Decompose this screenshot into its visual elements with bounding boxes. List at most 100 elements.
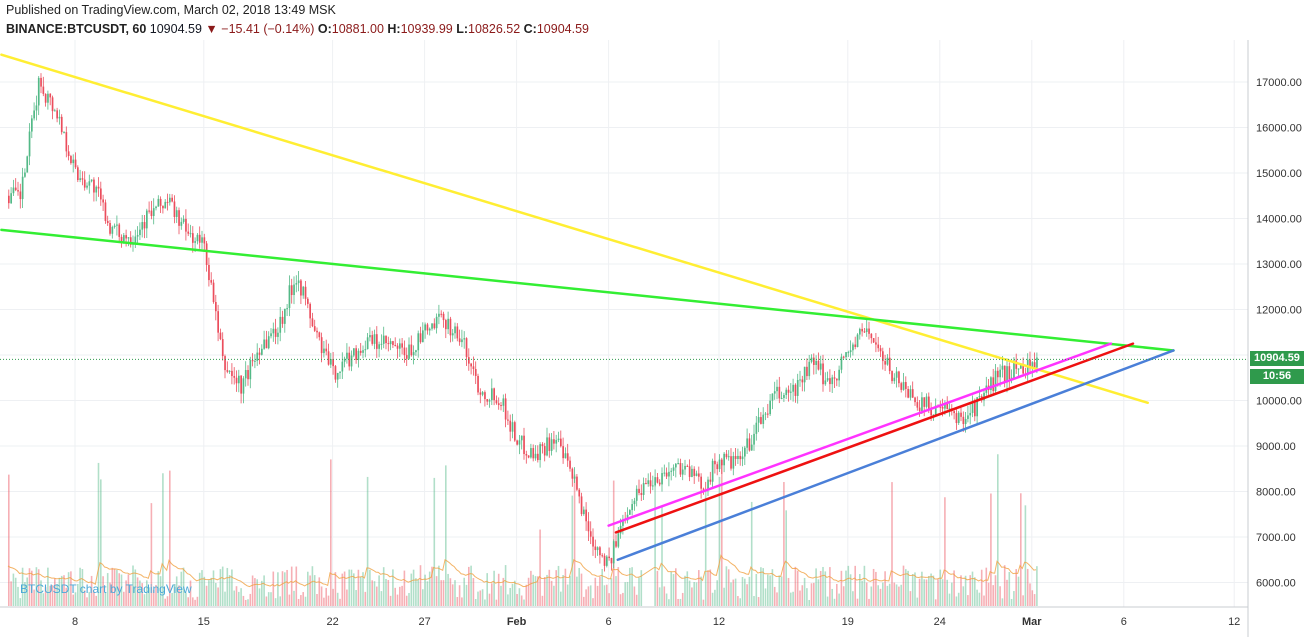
symbol-label[interactable]: BINANCE:BTCUSDT, 60 bbox=[6, 22, 147, 36]
candle-body bbox=[63, 132, 65, 134]
volume-bar bbox=[247, 599, 249, 606]
candle-body bbox=[928, 396, 930, 410]
candle-body bbox=[424, 324, 426, 331]
volume-bar bbox=[371, 580, 373, 606]
candle-body bbox=[495, 400, 498, 404]
candle-body bbox=[514, 422, 516, 441]
volume-bar bbox=[537, 576, 539, 606]
candle-body bbox=[491, 388, 493, 401]
volume-bar bbox=[495, 599, 498, 606]
candle-body bbox=[267, 336, 270, 349]
candle-body bbox=[748, 438, 751, 451]
volume-bar bbox=[129, 585, 132, 606]
candle-body bbox=[679, 463, 682, 475]
candle-body bbox=[504, 398, 507, 420]
candle-body bbox=[585, 509, 587, 522]
volume-bar bbox=[661, 506, 663, 606]
candle-body bbox=[557, 438, 560, 441]
candle-body bbox=[1003, 365, 1006, 383]
volume-bar bbox=[37, 569, 40, 606]
candle-body bbox=[40, 77, 42, 87]
volume-bar bbox=[776, 592, 778, 606]
volume-bar bbox=[215, 582, 217, 606]
candle-body bbox=[1006, 366, 1008, 383]
candle-body bbox=[70, 156, 72, 164]
candle-body bbox=[136, 235, 139, 237]
volume-bar bbox=[898, 586, 900, 606]
volume-bar bbox=[964, 575, 967, 606]
watermark[interactable]: BTCUSDT chart by TradingView bbox=[20, 582, 192, 596]
volume-bar bbox=[633, 586, 636, 606]
volume-bar bbox=[847, 565, 850, 606]
volume-bar bbox=[293, 590, 295, 606]
candle-body bbox=[162, 205, 164, 209]
volume-bar bbox=[323, 597, 325, 606]
volume-bar bbox=[242, 595, 245, 606]
candle-body bbox=[511, 422, 514, 432]
volume-bar bbox=[1026, 568, 1029, 606]
volume-bar bbox=[500, 585, 502, 606]
volume-bar bbox=[578, 567, 580, 606]
candle-body bbox=[318, 332, 321, 338]
candle-body bbox=[638, 488, 640, 494]
candle-body bbox=[288, 285, 291, 309]
volume-bar bbox=[17, 586, 19, 606]
volume-bar bbox=[302, 592, 304, 606]
candle-body bbox=[497, 403, 500, 406]
candle-body bbox=[90, 179, 93, 182]
volume-bar bbox=[449, 578, 452, 606]
candle-body bbox=[148, 210, 150, 212]
volume-bar bbox=[470, 565, 472, 606]
candle-body bbox=[281, 316, 284, 324]
volume-bar bbox=[748, 576, 751, 606]
candle-body bbox=[553, 439, 555, 444]
volume-bar bbox=[925, 579, 928, 606]
volume-bar bbox=[189, 580, 192, 606]
volume-bar bbox=[118, 573, 120, 606]
volume-bar bbox=[251, 575, 254, 606]
candle-body bbox=[254, 360, 256, 362]
volume-bar bbox=[836, 583, 838, 606]
candle-body bbox=[385, 335, 387, 344]
candle-body bbox=[120, 236, 123, 242]
volume-bar bbox=[744, 578, 746, 606]
candle-body bbox=[1013, 360, 1015, 378]
candle-body bbox=[665, 472, 668, 477]
volume-bar bbox=[888, 583, 891, 606]
candle-body bbox=[967, 415, 969, 419]
volume-bar bbox=[162, 473, 164, 606]
volume-bar bbox=[146, 580, 148, 606]
candle-body bbox=[451, 333, 454, 336]
price-chart[interactable]: 6000.007000.008000.009000.0010000.001100… bbox=[0, 40, 1312, 637]
candle-body bbox=[895, 371, 898, 378]
volume-bar bbox=[224, 591, 226, 606]
candle-body bbox=[270, 333, 272, 337]
volume-bar bbox=[274, 598, 277, 606]
candle-body bbox=[806, 366, 808, 377]
volume-bar bbox=[1033, 594, 1036, 606]
volume-bar bbox=[944, 497, 946, 606]
volume-bar bbox=[373, 581, 376, 606]
volume-bar bbox=[723, 587, 725, 606]
volume-bar bbox=[734, 578, 737, 606]
volume-bar bbox=[803, 577, 806, 606]
volume-bar bbox=[909, 591, 912, 606]
candle-body bbox=[555, 440, 558, 444]
candle-body bbox=[548, 437, 551, 451]
volume-bar bbox=[721, 464, 723, 606]
volume-bar bbox=[534, 576, 537, 606]
volume-bar bbox=[714, 589, 716, 606]
volume-bar bbox=[764, 588, 767, 606]
volume-bar bbox=[263, 575, 265, 606]
volume-bar bbox=[875, 571, 877, 606]
candle-body bbox=[997, 370, 999, 378]
candle-body bbox=[879, 348, 882, 352]
candle-body bbox=[944, 403, 946, 409]
candle-body bbox=[111, 226, 114, 234]
published-note: Published on TradingView.com, March 02, … bbox=[6, 3, 336, 17]
volume-bar bbox=[19, 598, 22, 606]
quote-line: BINANCE:BTCUSDT, 60 10904.59 ▼ −15.41 (−… bbox=[6, 22, 589, 36]
candle-body bbox=[762, 414, 765, 424]
volume-bar bbox=[477, 591, 479, 606]
price-axis-label: 16000.00 bbox=[1256, 123, 1302, 135]
